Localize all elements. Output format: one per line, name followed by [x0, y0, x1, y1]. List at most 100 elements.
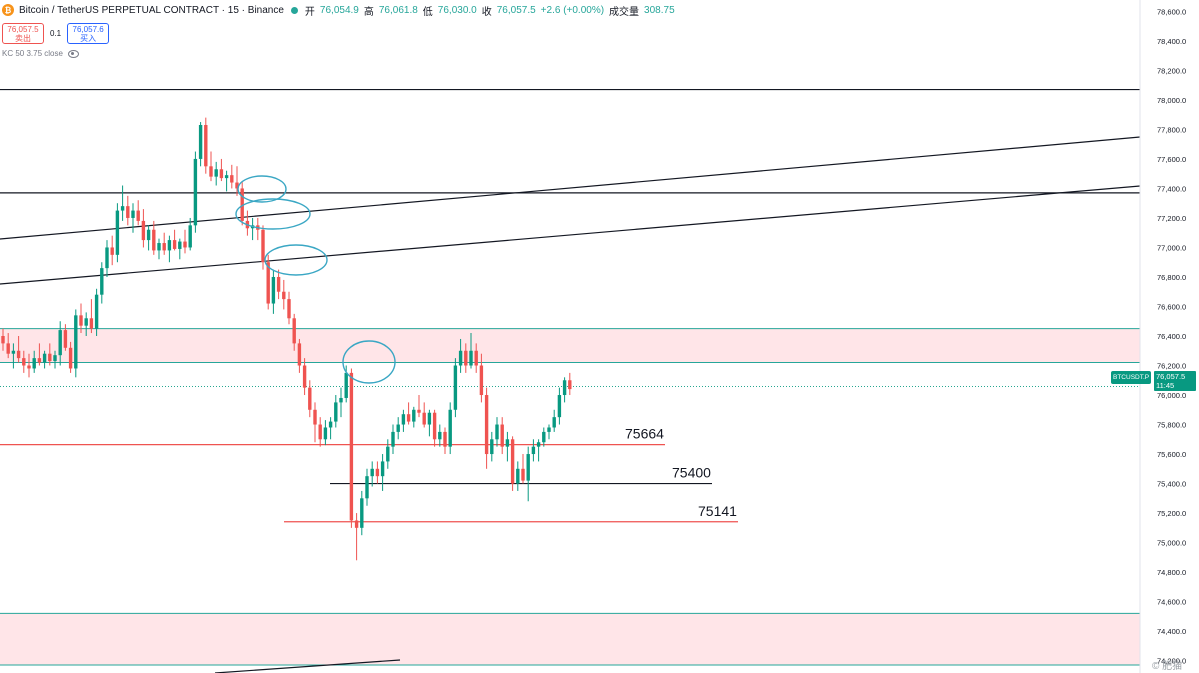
y-tick-label: 75,800.0: [1157, 421, 1186, 430]
candle-body: [432, 412, 437, 440]
candle-body: [568, 380, 572, 390]
trade-panel: 76,057.5 卖出 0.1 76,057.6 买入: [2, 23, 110, 44]
indicator-label: KC 50 3.75 close: [2, 49, 63, 58]
candle-body: [458, 350, 463, 366]
candle-body: [219, 169, 224, 179]
y-tick-label: 77,600.0: [1157, 155, 1186, 164]
candle-body: [354, 520, 359, 528]
candle-body: [157, 243, 161, 251]
level-label: 75141: [698, 503, 737, 519]
candle-body: [490, 439, 494, 455]
change-value: +2.6 (+0.00%): [540, 4, 605, 16]
sell-price: 76,057.5: [7, 25, 39, 34]
y-tick-label: 74,600.0: [1157, 598, 1186, 607]
candle-body: [282, 291, 286, 300]
volume-label: 成交量: [609, 6, 640, 18]
open-value: 76,054.9: [319, 4, 359, 16]
candle-body: [469, 350, 473, 366]
candle-body: [323, 427, 328, 440]
candle-body: [58, 330, 62, 356]
level-label: 75400: [672, 465, 711, 481]
candle-body: [110, 247, 114, 255]
candle-body: [448, 409, 452, 447]
candle-body: [136, 210, 140, 221]
candle-body: [214, 169, 218, 177]
y-tick-label: 76,800.0: [1157, 273, 1186, 282]
indicator-legend[interactable]: KC 50 3.75 close: [2, 49, 79, 58]
candle-body: [360, 498, 364, 528]
candle-body: [74, 315, 78, 369]
candle-body: [562, 380, 567, 396]
symbol-tag: BTCUSDT.P: [1111, 371, 1152, 384]
candle-body: [292, 318, 296, 344]
y-tick-label: 77,400.0: [1157, 184, 1186, 193]
buy-price: 76,057.6: [72, 25, 104, 34]
price-axis[interactable]: 78,600.0 78,400.0 78,200.0 78,000.0 77,800.0…: [1157, 7, 1186, 665]
chart-header: ₿ Bitcoin / TetherUS PERPETUAL CONTRACT …: [0, 0, 675, 20]
symbol-title[interactable]: Bitcoin / TetherUS PERPETUAL CONTRACT · …: [19, 4, 284, 16]
candle-body: [146, 229, 151, 241]
symbol-tag-label: BTCUSDT.P: [1111, 371, 1152, 384]
y-tick-label: 78,200.0: [1157, 66, 1186, 75]
candle-body: [526, 454, 530, 481]
circle-annotation: [342, 340, 396, 384]
candle-body: [167, 240, 172, 251]
candle-body: [542, 431, 546, 443]
sell-button[interactable]: 76,057.5 卖出: [2, 23, 44, 44]
candle-body: [240, 188, 244, 221]
y-tick-label: 76,600.0: [1157, 302, 1186, 311]
candle-body: [308, 387, 312, 410]
open-label: 开: [304, 6, 315, 18]
candle-body: [495, 424, 499, 440]
high-label: 高: [363, 6, 374, 18]
candle-body: [209, 166, 213, 177]
candle-body: [230, 175, 234, 183]
y-tick-label: 74,400.0: [1157, 627, 1186, 636]
close-value: 76,057.5: [496, 4, 536, 16]
y-tick-label: 77,000.0: [1157, 243, 1186, 252]
candle-body: [287, 299, 291, 319]
candle-body: [79, 315, 83, 326]
candle-body: [84, 318, 88, 326]
candle-body: [100, 268, 104, 295]
y-tick-label: 75,000.0: [1157, 539, 1186, 548]
candles: [1, 117, 572, 561]
candle-body: [115, 210, 120, 255]
candle-body: [105, 247, 109, 269]
low-value: 76,030.0: [437, 4, 477, 16]
candle-body: [302, 365, 307, 388]
y-tick-label: 76,200.0: [1157, 362, 1186, 371]
candle-body: [318, 424, 322, 440]
market-status-icon: [290, 6, 298, 14]
candle-body: [349, 372, 354, 521]
candle-body: [297, 343, 302, 366]
level-label: 75664: [625, 426, 664, 442]
candle-body: [464, 350, 468, 366]
candle-body: [500, 424, 504, 447]
candle-body: [334, 402, 338, 422]
candle-body: [1, 336, 5, 344]
candle-body: [391, 431, 395, 447]
y-tick-label: 76,000.0: [1157, 391, 1186, 400]
candle-body: [417, 409, 421, 413]
candle-body: [557, 395, 562, 418]
candle-body: [152, 229, 156, 251]
circle-annotation: [237, 175, 287, 203]
candle-body: [6, 343, 10, 354]
candle-body: [406, 414, 411, 422]
buy-button[interactable]: 76,057.6 买入: [67, 23, 110, 44]
candle-body: [183, 241, 187, 248]
y-tick-label: 78,400.0: [1157, 37, 1186, 46]
candle-body: [552, 417, 556, 428]
candle-body: [271, 276, 276, 304]
trendline-lower: [0, 185, 1141, 285]
y-tick-label: 77,200.0: [1157, 214, 1186, 223]
eye-icon[interactable]: [67, 49, 79, 58]
y-tick-label: 76,400.0: [1157, 332, 1186, 341]
candle-body: [328, 421, 333, 428]
candle-body: [162, 243, 166, 251]
candle-body: [198, 124, 203, 159]
candle-body: [344, 372, 348, 398]
current-price-tag: 76,057.5 11:45: [1154, 371, 1196, 391]
